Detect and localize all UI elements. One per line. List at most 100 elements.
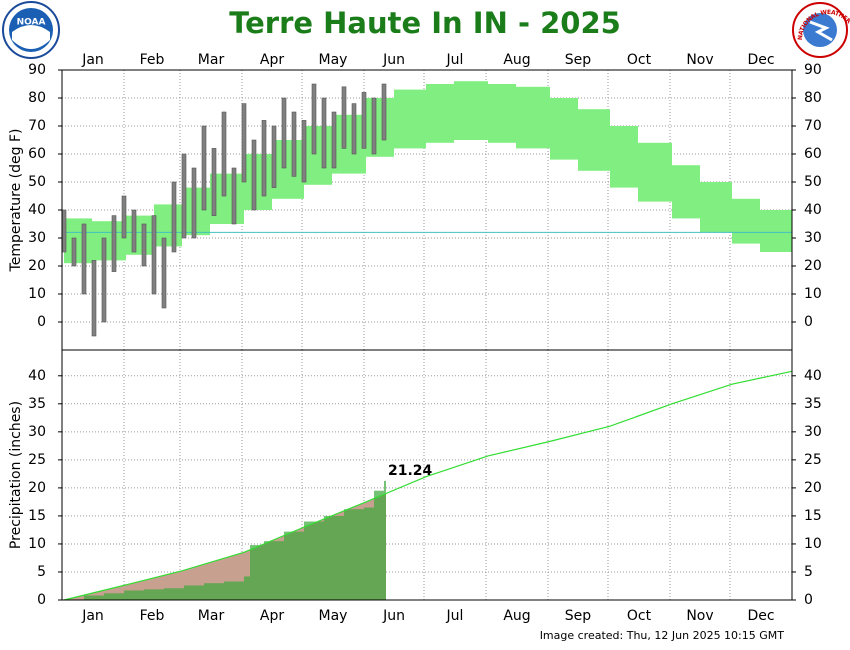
x-tick-label: Oct	[627, 608, 652, 624]
data-label: 21.24	[388, 463, 433, 479]
observed-bar	[201, 125, 207, 211]
observed-bar	[204, 583, 224, 600]
x-tick-label: May	[319, 608, 348, 624]
observed-bar	[61, 209, 67, 253]
y-tick-label: 0	[804, 592, 813, 608]
y-tick-label: 15	[28, 508, 46, 524]
y-tick-label: 20	[28, 258, 46, 274]
normal-band	[64, 218, 92, 264]
x-tick-label: Mar	[198, 608, 225, 624]
normal-band	[732, 198, 760, 244]
x-tick-label: Feb	[140, 608, 165, 624]
observed-bar	[101, 237, 107, 323]
y-tick-label: 60	[28, 146, 46, 162]
y-tick-label: 80	[28, 90, 46, 106]
y-tick-label: 70	[804, 118, 822, 134]
x-tick-label: Nov	[686, 52, 713, 68]
y-tick-label: 0	[37, 592, 46, 608]
observed-bar	[164, 588, 184, 600]
normal-band	[92, 221, 126, 261]
observed-bar	[361, 92, 367, 149]
y-tick-label: 5	[804, 564, 813, 580]
y-tick-label: 0	[804, 314, 813, 330]
y-tick-label: 20	[804, 258, 822, 274]
y-tick-label: 15	[804, 508, 822, 524]
observed-bar	[144, 589, 164, 600]
normal-band	[244, 154, 272, 210]
observed-bar	[171, 181, 177, 253]
observed-bar	[224, 581, 244, 600]
observed-bar	[341, 86, 347, 149]
observed-bar	[364, 507, 374, 600]
observed-bar	[221, 111, 227, 197]
y-tick-label: 30	[804, 424, 822, 440]
observed-bar	[151, 215, 157, 295]
normal-band	[610, 126, 638, 188]
y-tick-label: 40	[804, 368, 822, 384]
y-tick-label: 70	[28, 118, 46, 134]
observed-bar	[141, 223, 147, 267]
x-tick-label: Dec	[747, 52, 774, 68]
normal-line	[63, 370, 793, 601]
footnote: Image created: Thu, 12 Jun 2025 10:15 GM…	[540, 629, 785, 642]
y-tick-label: 35	[804, 396, 822, 412]
y-tick-label: 30	[804, 230, 822, 246]
observed-bar	[111, 215, 117, 272]
normal-band	[672, 165, 700, 219]
observed-bar	[244, 576, 250, 600]
observed-bar	[211, 148, 217, 216]
observed-bar	[301, 120, 307, 183]
y-tick-label: 5	[37, 564, 46, 580]
y-tick-label: 50	[28, 174, 46, 190]
noaa-logo: NOAA	[2, 1, 60, 59]
observed-bar	[184, 585, 204, 600]
y-tick-label: 30	[28, 230, 46, 246]
y-tick-label: 10	[804, 286, 822, 302]
observed-bar	[121, 195, 127, 239]
observed-bar	[91, 260, 97, 337]
y-tick-label: 90	[804, 62, 822, 78]
x-tick-label: Oct	[627, 52, 652, 68]
x-tick-label: Dec	[747, 608, 774, 624]
y-tick-label: 25	[28, 452, 46, 468]
y-tick-label: 40	[28, 368, 46, 384]
observed-bar	[284, 531, 304, 600]
plot-frame	[61, 349, 793, 601]
y-tick-label: 10	[28, 536, 46, 552]
observed-bar	[241, 103, 247, 183]
observed-bar	[344, 509, 364, 600]
x-tick-label: Jun	[382, 52, 405, 68]
normal-band	[304, 126, 332, 185]
normal-band	[516, 86, 550, 149]
y-tick-label: 10	[28, 286, 46, 302]
y-tick-label: 60	[804, 146, 822, 162]
y-tick-label: 25	[804, 452, 822, 468]
y-tick-label: 20	[804, 480, 822, 496]
normal-band	[126, 215, 154, 255]
normal-band	[550, 98, 578, 160]
normal-area	[64, 493, 386, 600]
x-tick-label: Feb	[140, 52, 165, 68]
chart-title: Terre Haute In IN - 2025	[229, 6, 621, 40]
x-tick-label: May	[319, 52, 348, 68]
observed-bar	[331, 111, 337, 169]
observed-bar	[104, 593, 124, 600]
observed-bar	[264, 541, 284, 600]
y-tick-label: 50	[804, 174, 822, 190]
normal-band	[426, 84, 454, 143]
y-tick-label: 35	[28, 396, 46, 412]
x-tick-label: Jul	[446, 52, 464, 68]
y-tick-label: 30	[28, 424, 46, 440]
observed-bar	[321, 97, 327, 169]
x-tick-label: Jan	[81, 608, 104, 624]
x-tick-label: Nov	[686, 608, 713, 624]
observed-bar	[291, 111, 297, 177]
observed-bar	[71, 237, 77, 267]
x-tick-label: Sep	[565, 608, 592, 624]
x-tick-label: Jun	[382, 608, 405, 624]
x-tick-label: Aug	[503, 608, 530, 624]
y-axis-label: Precipitation (inches)	[8, 401, 24, 549]
y-tick-label: 40	[28, 202, 46, 218]
observed-bar	[250, 545, 264, 600]
